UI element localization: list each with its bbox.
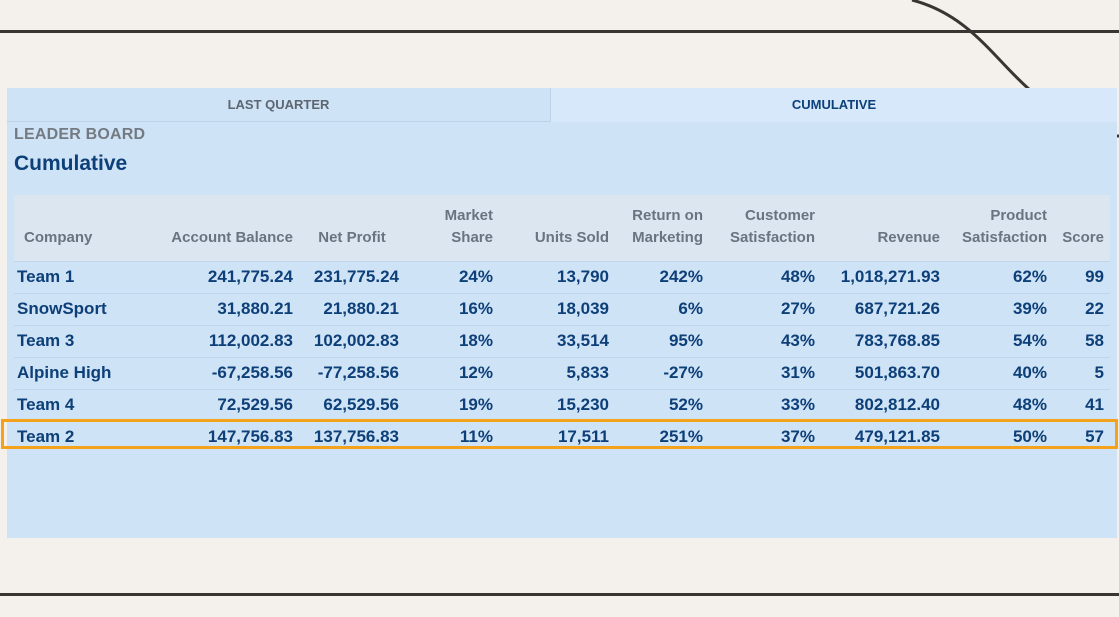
company-cell: Team 2 bbox=[14, 420, 144, 453]
column-header: Net Profit bbox=[318, 228, 386, 246]
table-row[interactable]: SnowSport 31,880.21 21,880.21 16% 18,039 6% 27… bbox=[14, 292, 1110, 325]
table-cell: 6% bbox=[615, 292, 709, 325]
table-body: Team 1 241,775.24 231,775.24 24% 13,790 242% 4… bbox=[14, 260, 1110, 453]
leaderboard-table: Company Account Balance Net Profit Marke… bbox=[14, 195, 1110, 453]
table-cell: 251% bbox=[615, 420, 709, 453]
company-cell: Team 1 bbox=[14, 260, 144, 293]
table-cell: 40% bbox=[946, 356, 1053, 389]
table-cell: -27% bbox=[615, 356, 709, 389]
table-cell: 19% bbox=[405, 388, 499, 421]
table-cell: 12% bbox=[405, 356, 499, 389]
table-cell: 21,880.21 bbox=[299, 292, 405, 325]
table-row[interactable]: Team 2 147,756.83 137,756.83 11% 17,511 251% 3… bbox=[14, 420, 1110, 453]
table-cell: 39% bbox=[946, 292, 1053, 325]
column-header: Units Sold bbox=[534, 228, 609, 246]
table-cell: 802,812.40 bbox=[821, 388, 946, 421]
table-cell: 18,039 bbox=[499, 292, 615, 325]
table-row[interactable]: Alpine High -67,258.56 -77,258.56 12% 5,833-… bbox=[14, 356, 1110, 389]
table-cell: 37% bbox=[709, 420, 821, 453]
table-cell: 15,230 bbox=[499, 388, 615, 421]
tab-cumulative[interactable]: CUMULATIVE bbox=[551, 88, 1117, 122]
table-cell: 31,880.21 bbox=[144, 292, 299, 325]
column-header: Revenue bbox=[877, 228, 940, 246]
table-cell: 48% bbox=[946, 388, 1053, 421]
table-cell: 52% bbox=[615, 388, 709, 421]
top-divider bbox=[0, 30, 1119, 33]
table-cell: 50% bbox=[946, 420, 1053, 453]
tab-bar: LAST QUARTER CUMULATIVE bbox=[7, 88, 1117, 122]
table-cell: 112,002.83 bbox=[144, 324, 299, 357]
leader-board-label: LEADER BOARD bbox=[14, 126, 146, 143]
table-row[interactable]: Team 4 72,529.56 62,529.56 19% 15,230 52% 33% 8… bbox=[14, 388, 1110, 421]
column-header: Company bbox=[24, 228, 93, 246]
bottom-divider bbox=[0, 593, 1119, 596]
table-cell: 33,514 bbox=[499, 324, 615, 357]
table-row[interactable]: Team 3 112,002.83 102,002.83 18% 33,514 95% 43… bbox=[14, 324, 1110, 357]
table-cell: 13,790 bbox=[499, 260, 615, 293]
table-cell: 137,756.83 bbox=[299, 420, 405, 453]
column-header: Market Share bbox=[444, 206, 493, 246]
table-cell: 501,863.70 bbox=[821, 356, 946, 389]
company-cell: Alpine High bbox=[14, 356, 144, 389]
table-header-row: Company Account Balance Net Profit Marke… bbox=[14, 195, 1110, 261]
table-cell: 95% bbox=[615, 324, 709, 357]
column-header: Customer Satisfaction bbox=[729, 206, 815, 246]
table-cell: 18% bbox=[405, 324, 499, 357]
company-cell: Team 3 bbox=[14, 324, 144, 357]
company-cell: Team 4 bbox=[14, 388, 144, 421]
table-cell: 479,121.85 bbox=[821, 420, 946, 453]
table-cell: 5 bbox=[1053, 356, 1110, 389]
column-header: Score bbox=[1062, 228, 1104, 246]
table-cell: 242% bbox=[615, 260, 709, 293]
table-cell: 102,002.83 bbox=[299, 324, 405, 357]
column-header: Account Balance bbox=[171, 228, 293, 246]
column-header: Return on Marketing bbox=[632, 206, 703, 246]
table-cell: 33% bbox=[709, 388, 821, 421]
tab-last-quarter[interactable]: LAST QUARTER bbox=[7, 88, 551, 122]
table-cell: 783,768.85 bbox=[821, 324, 946, 357]
table-cell: 24% bbox=[405, 260, 499, 293]
table-cell: 43% bbox=[709, 324, 821, 357]
table-cell: 62% bbox=[946, 260, 1053, 293]
company-cell: SnowSport bbox=[14, 292, 144, 325]
table-cell: 11% bbox=[405, 420, 499, 453]
table-cell: 1,018,271.93 bbox=[821, 260, 946, 293]
page-title: Cumulative bbox=[14, 152, 128, 175]
table-cell: 99 bbox=[1053, 260, 1110, 293]
table-cell: 54% bbox=[946, 324, 1053, 357]
column-header: Product Satisfaction bbox=[961, 206, 1047, 246]
table-cell: 22 bbox=[1053, 292, 1110, 325]
table-cell: 147,756.83 bbox=[144, 420, 299, 453]
table-cell: 41 bbox=[1053, 388, 1110, 421]
table-cell: 17,511 bbox=[499, 420, 615, 453]
table-cell: 57 bbox=[1053, 420, 1110, 453]
leaderboard-panel: LAST QUARTER CUMULATIVE LEADER BOARD Cum… bbox=[7, 88, 1117, 538]
table-cell: 231,775.24 bbox=[299, 260, 405, 293]
table-row[interactable]: Team 1 241,775.24 231,775.24 24% 13,790 242% 4… bbox=[14, 260, 1110, 293]
table-cell: 5,833 bbox=[499, 356, 615, 389]
table-cell: 62,529.56 bbox=[299, 388, 405, 421]
table-cell: -77,258.56 bbox=[299, 356, 405, 389]
table-cell: 16% bbox=[405, 292, 499, 325]
table-cell: 72,529.56 bbox=[144, 388, 299, 421]
table-cell: 31% bbox=[709, 356, 821, 389]
table-cell: -67,258.56 bbox=[144, 356, 299, 389]
table-cell: 27% bbox=[709, 292, 821, 325]
table-cell: 687,721.26 bbox=[821, 292, 946, 325]
table-cell: 48% bbox=[709, 260, 821, 293]
table-cell: 241,775.24 bbox=[144, 260, 299, 293]
table-cell: 58 bbox=[1053, 324, 1110, 357]
